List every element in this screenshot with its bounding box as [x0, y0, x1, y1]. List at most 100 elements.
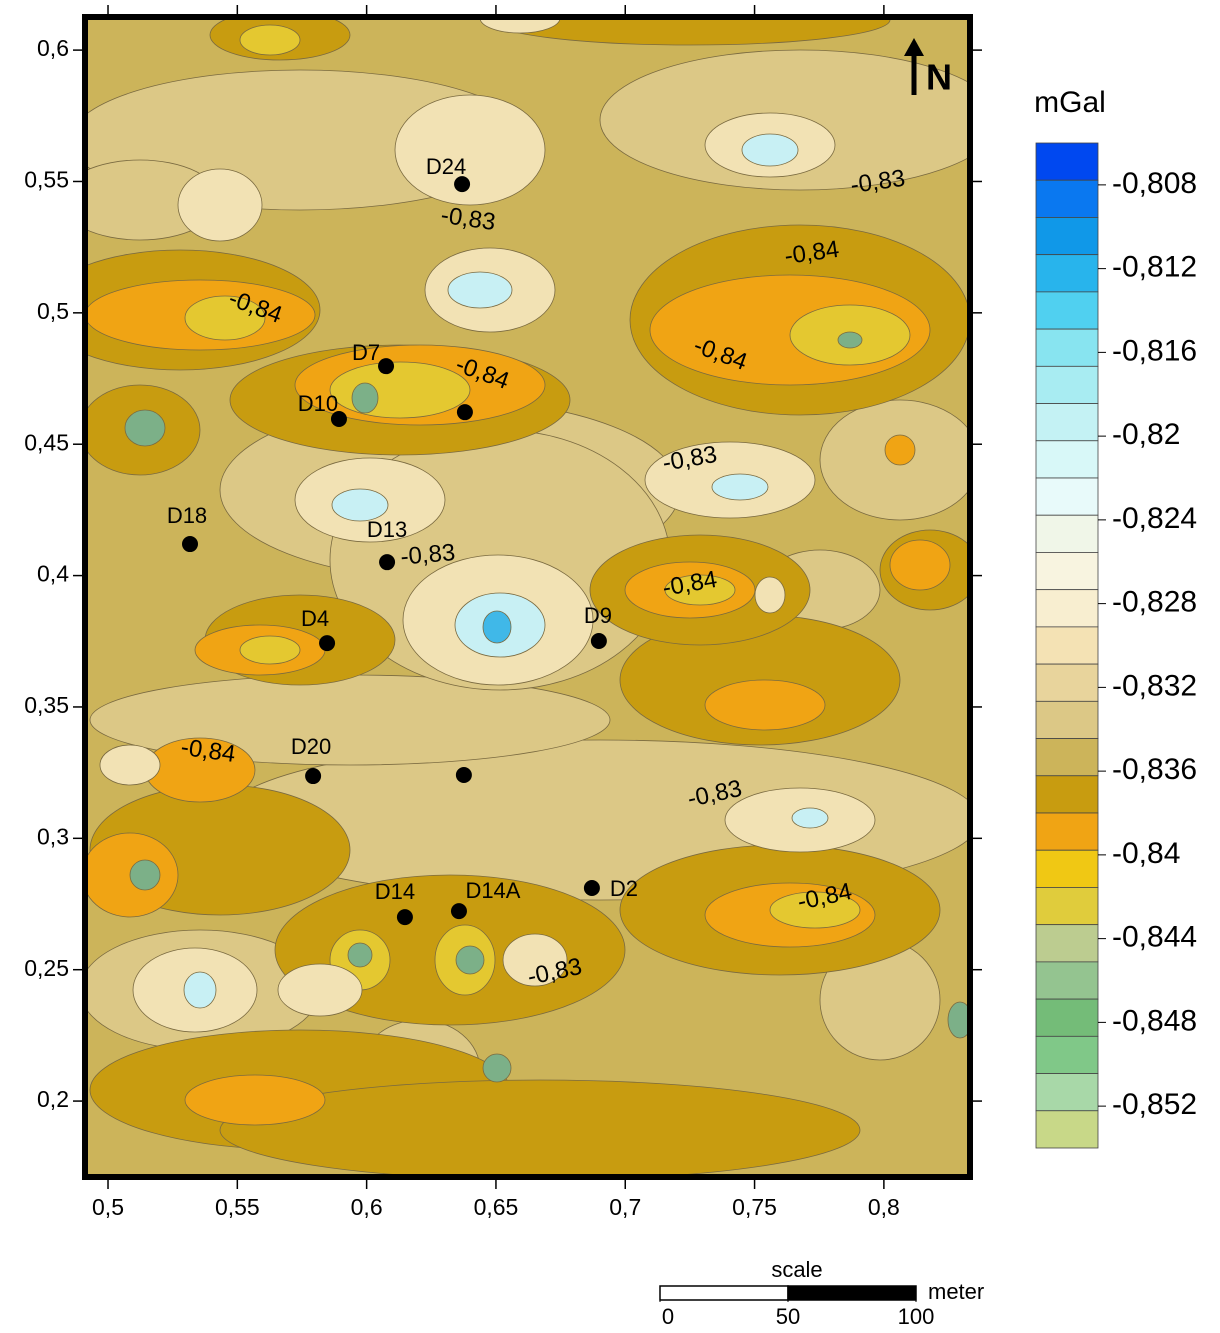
colorbar-box — [1035, 179, 1099, 218]
station — [305, 768, 322, 785]
colorbar-title: mGal — [1034, 86, 1106, 119]
contour-area — [482, 1053, 512, 1083]
north-arrow — [904, 38, 924, 95]
station — [455, 767, 472, 784]
station-label: D9 — [584, 603, 612, 628]
scale-unit: meter — [928, 1279, 984, 1304]
colorbar-box — [1035, 552, 1099, 591]
station-label: D13 — [367, 517, 407, 542]
contour-area — [502, 933, 568, 987]
colorbar-box — [1035, 403, 1099, 442]
y-tick-label: 0,5 — [37, 298, 69, 324]
colorbar-tick-label: -0,812 — [1112, 251, 1197, 284]
y-tick-label: 0,45 — [24, 429, 69, 455]
contour-area — [331, 488, 389, 522]
colorbar-box — [1035, 1073, 1099, 1112]
x-tick-label: 0,6 — [351, 1194, 383, 1220]
colorbar-box — [1035, 663, 1099, 702]
contour-area — [347, 942, 373, 968]
colorbar-box — [1035, 477, 1099, 516]
station — [319, 635, 336, 652]
colorbar-tick-label: -0,852 — [1112, 1088, 1197, 1121]
scale-bar-white — [659, 1285, 789, 1301]
contour-area — [455, 945, 485, 975]
contour-area — [769, 891, 861, 929]
colorbar-box — [1035, 924, 1099, 963]
contour-area — [183, 971, 217, 1009]
scale-tick-label: 0 — [662, 1304, 674, 1329]
colorbar-tick-label: -0,836 — [1112, 753, 1197, 786]
colorbar-box — [1035, 217, 1099, 256]
contour-area — [837, 331, 863, 349]
station-label: D2 — [610, 876, 638, 901]
station — [590, 633, 607, 650]
station-label: D7 — [352, 340, 380, 365]
colorbar-box — [1035, 254, 1099, 293]
colorbar-tick-label: -0,816 — [1112, 334, 1197, 367]
colorbar-box — [1035, 514, 1099, 553]
station — [396, 909, 413, 926]
colorbar-tick-label: -0,84 — [1112, 837, 1180, 870]
scale-tick-label: 50 — [776, 1304, 800, 1329]
colorbar-tick-label: -0,832 — [1112, 669, 1197, 702]
colorbar-box — [1035, 775, 1099, 814]
contour-area — [889, 539, 951, 591]
contour-area — [791, 807, 829, 829]
y-tick-label: 0,35 — [24, 692, 69, 718]
colorbar-box — [1035, 328, 1099, 367]
y-tick-label: 0,4 — [37, 561, 69, 587]
station-label: D14 — [375, 879, 415, 904]
y-tick-label: 0,2 — [37, 1086, 69, 1112]
contour-area — [482, 610, 512, 644]
y-tick-label: 0,25 — [24, 955, 69, 981]
contour-area — [351, 382, 379, 414]
colorbar-tick-label: -0,828 — [1112, 586, 1197, 619]
contour-area — [711, 473, 769, 501]
frame — [82, 14, 973, 1180]
colorbar-box — [1035, 998, 1099, 1037]
north-label: N — [926, 57, 952, 98]
station — [583, 879, 600, 896]
contour-area — [219, 1079, 861, 1177]
contour-area — [447, 271, 513, 309]
contour-area — [664, 574, 736, 606]
x-tick-label: 0,75 — [732, 1194, 777, 1220]
scale-bar-black — [787, 1285, 917, 1301]
contour-area — [329, 361, 471, 419]
contour-area — [741, 133, 799, 167]
contour-area — [239, 24, 301, 56]
x-tick-label: 0,55 — [215, 1194, 260, 1220]
y-tick-label: 0,55 — [24, 167, 69, 193]
colorbar-box — [1035, 589, 1099, 628]
x-tick-label: 0,65 — [474, 1194, 519, 1220]
contour-area — [177, 168, 263, 242]
scale-title: scale — [771, 1257, 822, 1282]
colorbar-box — [1035, 1110, 1099, 1149]
contour-area — [277, 963, 363, 1017]
colorbar-box — [1035, 626, 1099, 665]
contour-area — [239, 635, 301, 665]
station — [450, 903, 467, 920]
station — [456, 404, 473, 421]
colorbar-tick-label: -0,82 — [1112, 418, 1180, 451]
colorbar-box — [1035, 961, 1099, 1000]
colorbar-box — [1035, 440, 1099, 479]
station-label: D14A — [465, 878, 520, 903]
colorbar-box — [1035, 738, 1099, 777]
contour-area — [754, 576, 786, 614]
colorbar-box — [1035, 849, 1099, 888]
station — [182, 536, 198, 553]
colorbar-tick-label: -0,848 — [1112, 1004, 1197, 1037]
y-tick-label: 0,3 — [37, 823, 69, 849]
station-label: D4 — [301, 606, 329, 631]
contour-area — [124, 409, 166, 447]
scale-tick-label: 100 — [898, 1304, 935, 1329]
contour-area — [394, 94, 546, 206]
colorbar-tick-label: -0,844 — [1112, 921, 1197, 954]
station — [454, 176, 471, 193]
colorbar-box — [1035, 142, 1099, 181]
station-label: D20 — [291, 734, 331, 759]
colorbar-box — [1035, 700, 1099, 739]
